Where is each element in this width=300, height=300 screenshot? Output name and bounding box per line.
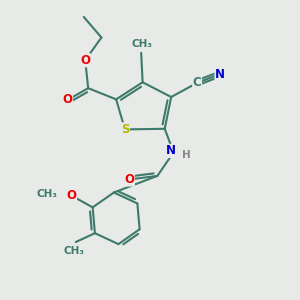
Text: O: O xyxy=(63,93,73,106)
Text: O: O xyxy=(124,173,134,186)
Text: O: O xyxy=(80,54,90,67)
Text: N: N xyxy=(166,144,176,158)
Text: N: N xyxy=(215,68,225,80)
Text: C: C xyxy=(193,76,202,89)
Text: CH₃: CH₃ xyxy=(36,189,57,199)
Text: CH₃: CH₃ xyxy=(131,39,152,49)
Text: H: H xyxy=(182,150,191,160)
Text: S: S xyxy=(121,123,129,136)
Text: CH₃: CH₃ xyxy=(64,245,85,256)
Text: O: O xyxy=(67,189,76,202)
